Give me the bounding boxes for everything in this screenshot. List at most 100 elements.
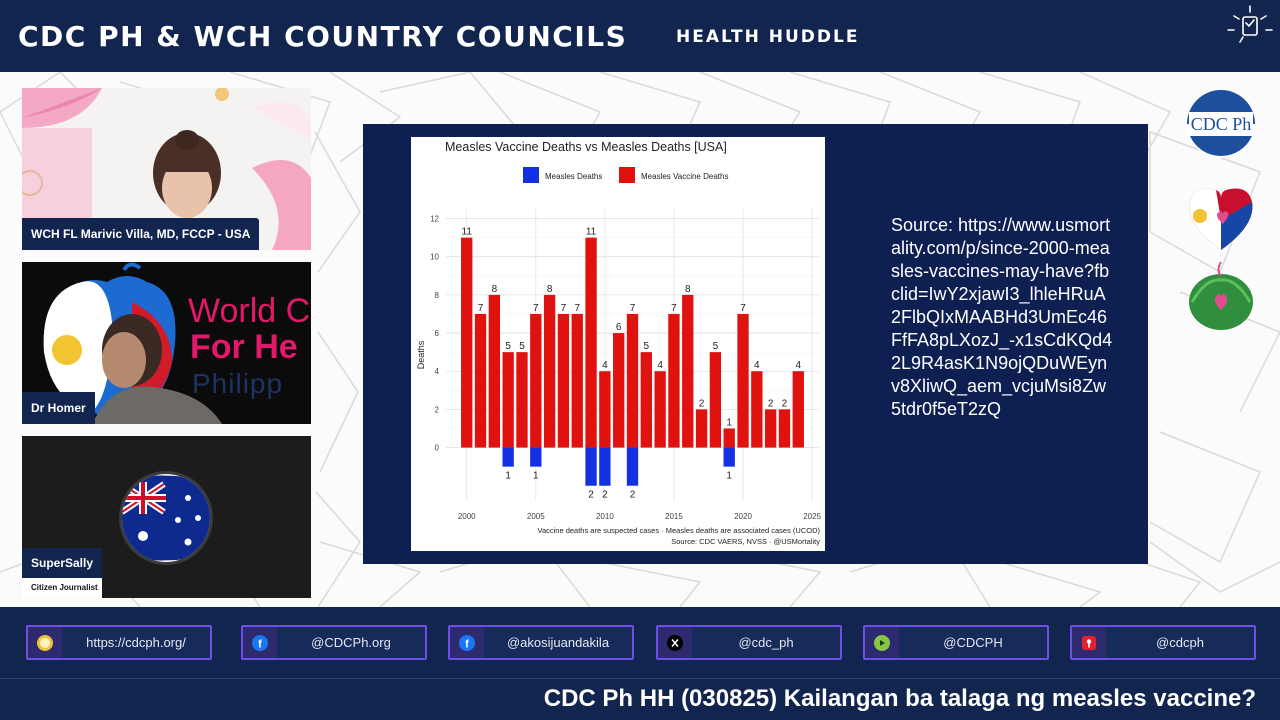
data-label: 7 [671, 303, 677, 314]
data-label: 7 [478, 303, 484, 314]
y-tick-label: 10 [430, 253, 439, 262]
data-label: 5 [713, 341, 719, 352]
bar-vaccine-deaths [751, 371, 763, 448]
bar-vaccine-deaths [474, 313, 487, 448]
legend-swatch [523, 167, 539, 183]
bar-vaccine-deaths [764, 409, 777, 448]
bar-vaccine-deaths [557, 313, 570, 448]
data-label: 5 [644, 341, 650, 352]
data-label: 4 [602, 360, 608, 371]
data-label: 2 [782, 398, 788, 409]
bar-vaccine-deaths [626, 313, 639, 448]
rumble-icon [865, 627, 899, 658]
chart-caption: Vaccine deaths are suspected cases · Mea… [538, 526, 821, 535]
logos-stack [1187, 90, 1255, 330]
bar-vaccine-deaths [709, 352, 722, 448]
bar-vaccine-deaths [543, 294, 556, 448]
header-bar: CDC PH & WCH COUNTRY COUNCILS HEALTH HUD… [0, 0, 1280, 72]
social-link-rumble[interactable]: @CDCPH [863, 625, 1049, 660]
legend-label: Measles Deaths [545, 172, 602, 181]
data-label: 11 [586, 227, 597, 238]
bar-vaccine-deaths [723, 428, 735, 448]
data-label: 7 [630, 303, 636, 314]
background-banner-text: Philipp [192, 368, 284, 399]
y-tick-label: 12 [430, 215, 439, 224]
cdc-ph-logo-text: CDC Ph [1190, 114, 1252, 134]
data-label: 1 [726, 471, 732, 482]
social-link-odysee[interactable]: @cdcph [1070, 625, 1256, 660]
bar-measles-deaths [723, 447, 735, 467]
data-label: 2 [602, 490, 608, 501]
data-label: 5 [505, 341, 511, 352]
footer-band [0, 607, 1280, 678]
bar-vaccine-deaths [599, 371, 611, 448]
bar-measles-deaths [502, 447, 514, 467]
social-link-text: https://cdcph.org/ [86, 635, 186, 650]
x-tick-label: 2005 [527, 512, 545, 521]
facebook-icon: f [450, 627, 484, 658]
legend-label: Measles Vaccine Deaths [641, 172, 728, 181]
participant-tile[interactable]: World C For He Philipp Dr Homer [22, 262, 311, 424]
source-citation: Source: https://www.usmortality.com/p/si… [891, 215, 1113, 419]
x-tick-label: 2020 [734, 512, 752, 521]
y-tick-label: 6 [435, 329, 440, 338]
participant-role: Citizen Journalist [22, 578, 102, 598]
data-label: 7 [561, 303, 567, 314]
page-subtitle: HEALTH HUDDLE [676, 27, 860, 47]
sponsor-logos: CDC Ph [1186, 86, 1256, 341]
social-link-text: @cdcph [1156, 635, 1204, 650]
data-label: 7 [533, 303, 539, 314]
y-tick-label: 0 [435, 444, 440, 453]
bar-vaccine-deaths [695, 409, 708, 448]
social-link-facebook-cdcph[interactable]: f @CDCPh.org [241, 625, 427, 660]
australia-flag-avatar [119, 471, 213, 565]
social-link-x[interactable]: @cdc_ph [656, 625, 842, 660]
bar-vaccine-deaths [516, 352, 528, 448]
participant-tile[interactable]: SuperSally Citizen Journalist [22, 436, 311, 598]
data-label: 2 [768, 398, 774, 409]
bar-chart: Measles Vaccine Deaths vs Measles Deaths… [416, 140, 822, 546]
bar-vaccine-deaths [778, 409, 791, 448]
data-label: 8 [547, 284, 553, 295]
y-axis-label: Deaths [416, 340, 426, 369]
bar-vaccine-deaths [737, 313, 749, 448]
shared-slide: Measles Vaccine Deaths vs Measles Deaths… [363, 124, 1148, 564]
data-label: 1 [726, 417, 732, 428]
x-tick-label: 2015 [665, 512, 683, 521]
data-label: 1 [533, 471, 539, 482]
participant-tile[interactable]: WCH FL Marivic Villa, MD, FCCP - USA [22, 88, 311, 250]
leaf-heart-logo-icon [1189, 261, 1253, 330]
facebook-icon: f [243, 627, 277, 658]
background-banner-text: For He [190, 328, 298, 366]
participant-name: SuperSally [22, 548, 103, 578]
bar-vaccine-deaths [613, 333, 625, 448]
social-link-text: @akosijuandakila [506, 635, 610, 650]
svg-text:f: f [465, 638, 469, 650]
sparkle-logo-icon [1227, 5, 1273, 43]
bar-measles-deaths [626, 447, 639, 486]
x-tick-label: 2000 [458, 512, 476, 521]
data-label: 7 [574, 303, 580, 314]
page-title: CDC PH & WCH COUNTRY COUNCILS [18, 20, 628, 53]
data-label: 4 [795, 360, 801, 371]
bar-vaccine-deaths [654, 371, 666, 448]
participant-name: WCH FL Marivic Villa, MD, FCCP - USA [22, 218, 260, 250]
social-link-text: @cdc_ph [738, 635, 794, 650]
participant-name: Dr Homer [22, 392, 95, 424]
data-label: 11 [462, 227, 473, 238]
y-tick-label: 2 [435, 405, 440, 414]
background-banner-text: World C [188, 292, 311, 330]
data-label: 6 [616, 322, 622, 333]
bar-vaccine-deaths [682, 294, 694, 448]
episode-title: CDC Ph HH (030825) Kailangan ba talaga n… [543, 685, 1256, 712]
data-label: 4 [657, 360, 663, 371]
bar-vaccine-deaths [585, 237, 597, 448]
bar-vaccine-deaths [668, 313, 680, 448]
data-label: 2 [699, 398, 705, 409]
social-link-text: @CDCPH [943, 635, 1003, 650]
bar-vaccine-deaths [488, 294, 501, 448]
data-label: 5 [519, 341, 525, 352]
social-link-facebook-juandakila[interactable]: f @akosijuandakila [448, 625, 634, 660]
social-link-website[interactable]: https://cdcph.org/ [26, 625, 212, 660]
bar-vaccine-deaths [461, 237, 473, 448]
